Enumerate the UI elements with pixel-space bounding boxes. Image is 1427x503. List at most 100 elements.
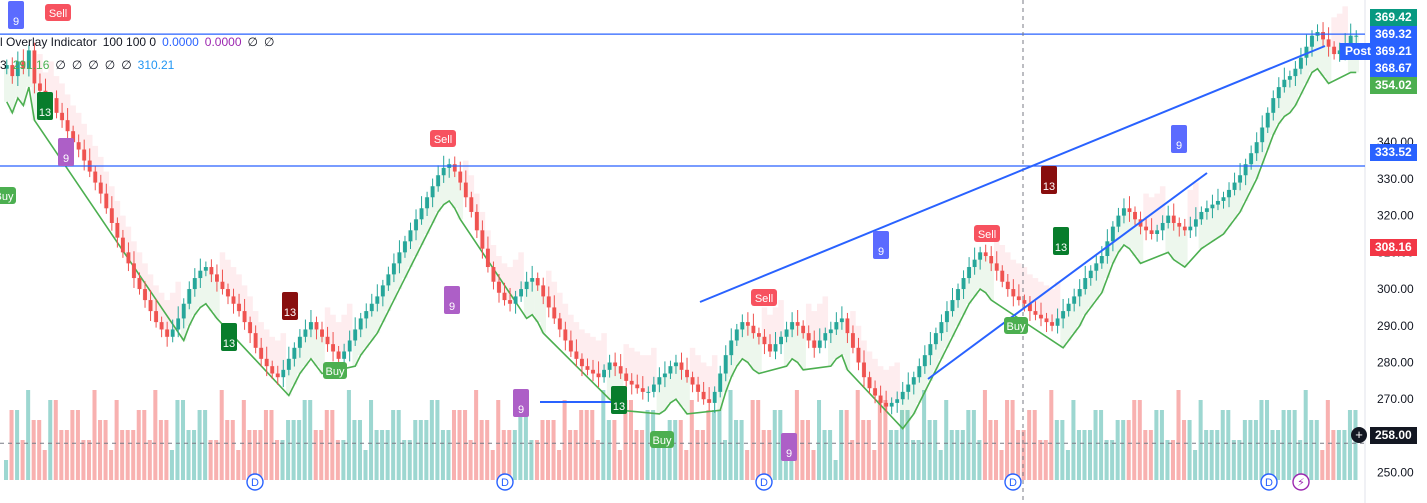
volume-bar [302,400,307,480]
candle-body [1232,182,1237,190]
candle-body [220,281,225,290]
volume-bar [1099,410,1104,480]
volume-bar [407,440,412,480]
candle-body [1321,32,1325,40]
volume-bar [1043,440,1048,480]
volume-bar [352,420,357,480]
volume-bar [451,410,457,480]
volume-bar [1021,430,1026,480]
candle-body [900,391,905,400]
candle-body [613,362,618,367]
volume-bar [1331,430,1336,480]
indicator-value-3: ∅ [247,35,258,49]
candle-body [657,377,662,385]
candle-body [961,278,966,290]
volume-bar [15,410,20,480]
volume-bar [1115,420,1120,480]
volume-bar [98,420,103,480]
y-tick-label: 300.00 [1377,282,1414,296]
candle-body [729,340,734,356]
candle-body [1171,215,1176,223]
legend2-value-1: 291.16 [12,58,50,72]
candle-body [458,171,463,183]
volume-bar [440,430,445,480]
volume-bar [203,410,208,480]
volume-bar [955,430,960,480]
volume-bar [457,410,462,480]
volume-bar [1159,410,1164,480]
volume-bar [153,390,158,480]
price-tag-369-42: 369.42 [1370,9,1417,26]
volume-bar [81,440,86,480]
volume-bar [612,420,617,480]
volume-bar [70,410,75,480]
volume-bar [745,450,750,480]
candle-body [989,256,994,264]
candle-body [441,167,446,176]
volume-bar [1325,400,1330,480]
candle-body [530,278,535,282]
candle-body [347,340,352,352]
candle-body [734,329,739,341]
volume-bar [861,420,866,480]
volume-bar [1182,420,1187,480]
volume-bar [844,410,849,480]
volume-bar [1187,420,1192,480]
volume-bar [374,430,379,480]
volume-bar [617,450,622,480]
candle-body [795,322,800,326]
candle-body [784,329,789,337]
candle-body [801,325,806,334]
volume-bar [125,430,130,480]
volume-bar [601,390,606,480]
candle-body [1287,76,1292,80]
volume-bar [490,450,495,480]
candle-body [1216,200,1220,205]
candle-body [1149,230,1154,234]
candle-body [109,208,114,223]
candle-body [480,230,485,249]
candle-body [1298,57,1303,69]
candle-body [950,300,955,312]
earnings-lightning-icon [1292,473,1310,491]
candle-body [690,377,695,385]
volume-bar [1353,410,1358,480]
volume-bar [413,420,418,480]
marker-buy [650,431,674,448]
candle-body [159,322,164,330]
candle-body [419,208,424,220]
volume-bar [828,430,833,480]
candle-body [1265,112,1270,128]
dividend-label: D [251,477,259,489]
legend2-value-4: ∅ [88,58,99,72]
candle-body [60,112,65,121]
dividend-icon [1260,473,1278,491]
candle-body [911,377,916,385]
volume-bar [1010,400,1015,480]
volume-bar [568,430,573,480]
volume-bar [800,420,805,480]
td-count-marker [221,323,237,351]
supertrend-up-line [6,67,1357,430]
candle-body [552,307,557,319]
candle-body [1122,208,1126,216]
volume-bar [208,440,213,480]
candle-body [148,300,153,312]
add-alert-plus-icon[interactable]: + [1351,427,1367,443]
volume-bar [429,400,434,480]
volume-bar [324,410,329,480]
volume-bar [557,450,562,480]
volume-bar [673,420,678,480]
volume-bar [695,430,700,480]
candle-body [82,149,87,161]
volume-bar [1038,440,1043,480]
candle-body [862,362,866,378]
candle-body [535,278,540,286]
candle-body [1243,164,1248,176]
volume-bar [993,420,999,480]
price-tag-369-21: 369.21 [1370,43,1417,60]
volume-bar [1237,440,1242,480]
candle-body [380,285,385,297]
volume-bar [1298,440,1303,480]
